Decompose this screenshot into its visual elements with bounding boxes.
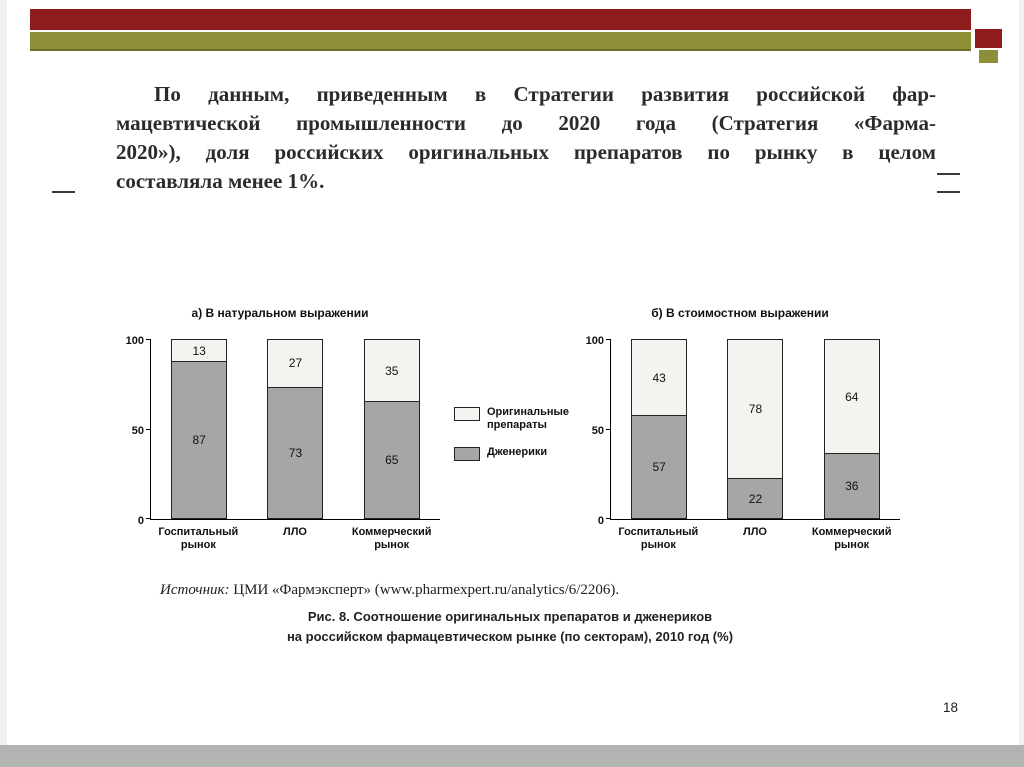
- y-tick-label: 50: [131, 425, 144, 437]
- source-text: ЦМИ «Фармэксперт» (www.pharmexpert.ru/an…: [229, 582, 620, 598]
- y-tick-label: 100: [585, 335, 604, 347]
- bar-value-label: 64: [845, 389, 859, 404]
- y-tick-label: 0: [597, 515, 604, 527]
- caption-line: Рис. 8. Соотношение оригинальных препара…: [307, 609, 713, 624]
- x-category-label: Коммерческий рынок: [351, 526, 432, 551]
- charts-row: а) В натуральном выражении 0 50 100 13 87 27 73…: [70, 306, 950, 552]
- corner-square-olive: [979, 50, 998, 63]
- y-tick-mark: [146, 429, 151, 430]
- y-tick-mark: [146, 518, 151, 519]
- source-label: Источник:: [160, 582, 230, 598]
- margin-dash-right: [937, 191, 960, 193]
- bar-value-label: 43: [652, 370, 666, 385]
- bar-slot: 27 73: [247, 339, 343, 519]
- bar-value-label: 78: [748, 402, 763, 417]
- bar-value-label: 87: [192, 433, 206, 448]
- bar-value-label: 57: [652, 460, 666, 475]
- y-tick-label: 100: [125, 335, 144, 347]
- bar-segment-generic: 57: [631, 416, 688, 519]
- x-category-label: Коммерческий рынок: [811, 526, 892, 551]
- bar-slot: 13 87: [151, 339, 247, 519]
- bar-segment-original: 78: [727, 339, 784, 480]
- chart-plot-row: 0 50 100 43 57 78 22 64 36: [580, 335, 900, 527]
- corner-square-maroon: [975, 29, 1002, 48]
- bar-value-label: 27: [288, 356, 303, 371]
- chart-title: б) В стоимостном выражении: [651, 306, 829, 320]
- y-tick-label: 50: [591, 425, 604, 437]
- chart-value-terms: б) В стоимостном выражении 0 50 100 43 57 78 22…: [580, 306, 900, 552]
- bar-segment-generic: 65: [363, 402, 420, 519]
- paragraph-line: мацевтической промышленности до 2020 год…: [116, 111, 936, 135]
- bar-value-label: 22: [748, 491, 763, 506]
- chart-plot-row: 0 50 100 13 87 27 73 35 65: [120, 335, 440, 527]
- x-axis-labels: Госпитальный рынок ЛЛО Коммерческий рынок: [150, 526, 440, 552]
- x-axis-labels: Госпитальный рынок ЛЛО Коммерческий рынок: [610, 526, 900, 552]
- x-category-label: Госпитальный рынок: [158, 526, 239, 551]
- stacked-bar: 64 36: [823, 339, 880, 519]
- paragraph-line: составляла менее 1%.: [116, 169, 325, 193]
- bottom-gray-bar: [0, 745, 1024, 767]
- margin-dash-left: [52, 191, 75, 193]
- y-axis-labels: 0 50 100: [580, 335, 610, 527]
- y-tick-mark: [606, 339, 611, 340]
- paragraph-line: По данным, приведенным в Стратегии разви…: [154, 82, 936, 106]
- chart-legend: Оригинальные препараты Дженерики: [440, 406, 580, 475]
- bar-segment-original: 64: [823, 339, 880, 455]
- legend-swatch-original: [454, 407, 480, 421]
- top-bar-maroon: [30, 9, 971, 30]
- legend-label-generic: Дженерики: [487, 446, 548, 458]
- bar-value-label: 13: [192, 343, 206, 358]
- stacked-bar: 35 65: [363, 339, 420, 519]
- bar-segment-generic: 87: [171, 362, 228, 519]
- y-tick-mark: [606, 429, 611, 430]
- paragraph-line: 2020»), доля российских оригинальных пре…: [116, 140, 936, 164]
- y-axis-labels: 0 50 100: [120, 335, 150, 527]
- x-category-label: ЛЛО: [743, 526, 767, 538]
- bar-value-label: 73: [288, 445, 303, 460]
- bar-segment-generic: 22: [727, 479, 784, 519]
- bar-segment-original: 27: [267, 339, 324, 388]
- bar-slot: 43 57: [611, 339, 707, 519]
- x-category-label: ЛЛО: [283, 526, 307, 538]
- stacked-bar: 43 57: [631, 339, 688, 519]
- legend-swatch-generic: [454, 447, 480, 461]
- plot-area: 13 87 27 73 35 65: [146, 339, 440, 520]
- bar-slot: 64 36: [804, 339, 900, 519]
- bar-segment-original: 35: [363, 339, 420, 402]
- chart-natural-units: а) В натуральном выражении 0 50 100 13 87 27 73…: [120, 306, 440, 552]
- figure-source: Источник: ЦМИ «Фармэксперт» (www.pharmex…: [70, 582, 950, 599]
- y-tick-mark: [606, 518, 611, 519]
- figure-caption: Рис. 8. Соотношение оригинальных препара…: [70, 607, 950, 647]
- bar-segment-original: 43: [631, 339, 688, 417]
- x-category-label: Госпитальный рынок: [618, 526, 699, 551]
- y-tick-label: 0: [137, 515, 144, 527]
- bar-segment-generic: 73: [267, 387, 324, 519]
- stacked-bar: 27 73: [267, 339, 324, 519]
- caption-line: на российском фармацевтическом рынке (по…: [286, 629, 734, 644]
- legend-item-original: Оригинальные препараты: [454, 406, 580, 432]
- margin-dash-right: [937, 173, 960, 175]
- top-bar-olive: [30, 32, 971, 51]
- legend-item-generic: Дженерики: [454, 446, 580, 461]
- stacked-bar: 13 87: [171, 339, 228, 519]
- right-edge-strip: [1019, 0, 1024, 767]
- bar-value-label: 65: [385, 453, 399, 467]
- stacked-bar: 78 22: [727, 339, 784, 519]
- bar-segment-generic: 36: [823, 454, 880, 519]
- bar-value-label: 36: [845, 479, 859, 494]
- page-number: 18: [943, 700, 959, 715]
- legend-label-original: Оригинальные препараты: [487, 406, 570, 431]
- chart-title: а) В натуральном выражении: [191, 306, 369, 320]
- bar-slot: 35 65: [344, 339, 440, 519]
- body-paragraph: По данным, приведенным в Стратегии разви…: [116, 80, 936, 196]
- plot-area: 43 57 78 22 64 36: [606, 339, 900, 520]
- y-tick-mark: [146, 339, 151, 340]
- left-edge-strip: [0, 0, 7, 767]
- bar-segment-original: 13: [171, 339, 228, 363]
- figure-block: а) В натуральном выражении 0 50 100 13 87 27 73…: [70, 306, 950, 647]
- bar-value-label: 35: [385, 363, 399, 378]
- bar-slot: 78 22: [707, 339, 803, 519]
